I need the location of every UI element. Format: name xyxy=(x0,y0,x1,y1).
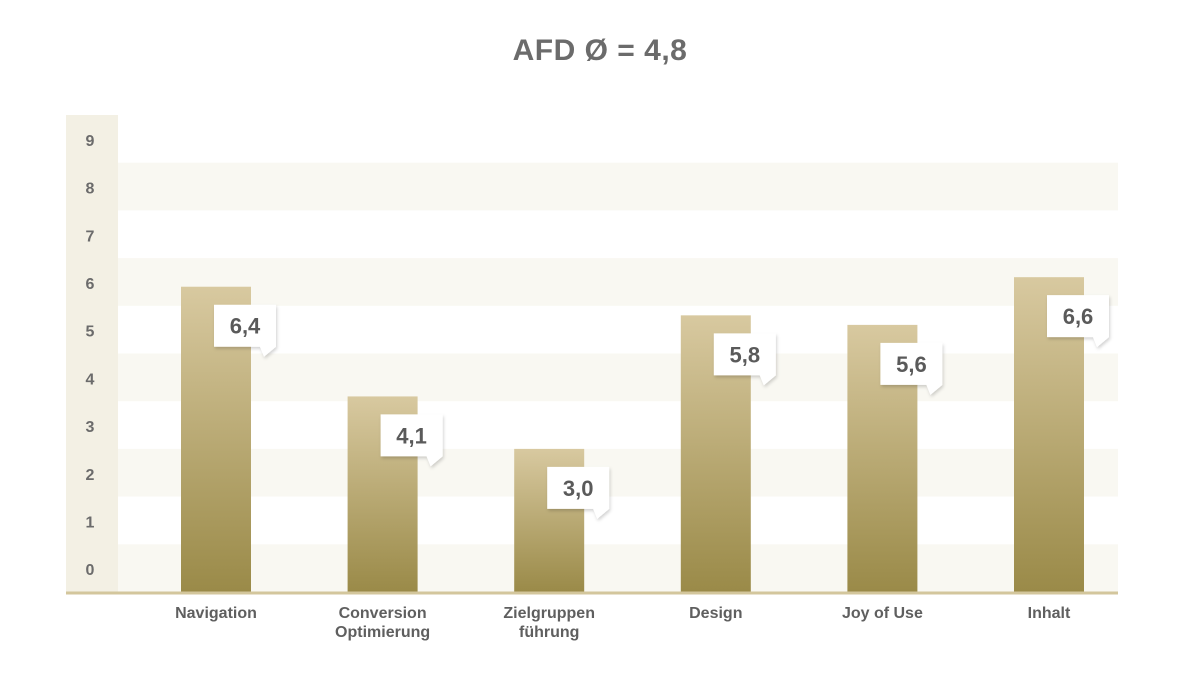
y-tick-label: 7 xyxy=(86,228,95,245)
y-tick-label: 6 xyxy=(86,276,95,293)
y-tick-label: 2 xyxy=(86,467,95,484)
x-tick-label: Design xyxy=(689,605,742,622)
x-tick-label: führung xyxy=(519,624,579,641)
y-tick-label: 1 xyxy=(86,514,95,531)
data-label-box xyxy=(214,304,276,357)
x-tick-label: Conversion xyxy=(339,605,427,622)
data-label: 5,8 xyxy=(713,333,776,386)
x-tick-label: Navigation xyxy=(175,605,257,622)
y-tick-label: 3 xyxy=(86,419,95,436)
y-tick-label: 5 xyxy=(86,324,95,341)
data-label-text: 6,4 xyxy=(230,314,261,339)
data-label-box xyxy=(380,414,443,467)
data-label-text: 4,1 xyxy=(396,423,427,448)
grid-band xyxy=(66,162,1118,211)
y-axis-ticks: 0 1 2 3 4 5 6 7 8 9 xyxy=(86,133,95,579)
data-label-box xyxy=(1047,295,1109,348)
data-label-text: 5,8 xyxy=(730,342,761,367)
data-label-text: 5,6 xyxy=(896,352,927,377)
data-label: 3,0 xyxy=(547,466,610,519)
y-tick-label: 8 xyxy=(86,181,95,198)
x-tick-label: Inhalt xyxy=(1028,605,1071,622)
y-tick-label: 0 xyxy=(86,562,95,579)
data-label-text: 6,6 xyxy=(1063,304,1094,329)
bars xyxy=(181,277,1084,592)
data-label: 6,6 xyxy=(1047,295,1109,348)
chart-title: AFD Ø = 4,8 xyxy=(512,34,688,67)
data-label-text: 3,0 xyxy=(563,476,594,501)
data-label-box xyxy=(547,466,610,519)
y-tick-label: 9 xyxy=(86,133,95,150)
y-axis-panel xyxy=(66,115,118,592)
x-axis-ticks: Navigation Conversion Optimierung Zielgrupp… xyxy=(175,605,1071,641)
x-tick-label: Zielgruppen xyxy=(503,605,595,622)
y-tick-label: 4 xyxy=(86,371,95,388)
data-labels: 6,4 4,1 3,0 5,8 5,6 6,6 xyxy=(214,295,1109,519)
data-label: 6,4 xyxy=(214,304,276,357)
x-tick-label: Joy of Use xyxy=(842,605,923,622)
x-tick-label: Optimierung xyxy=(335,624,430,641)
data-label: 5,6 xyxy=(880,342,943,395)
data-label-box xyxy=(713,333,776,386)
data-label-box xyxy=(880,342,943,395)
data-label: 4,1 xyxy=(380,414,443,467)
